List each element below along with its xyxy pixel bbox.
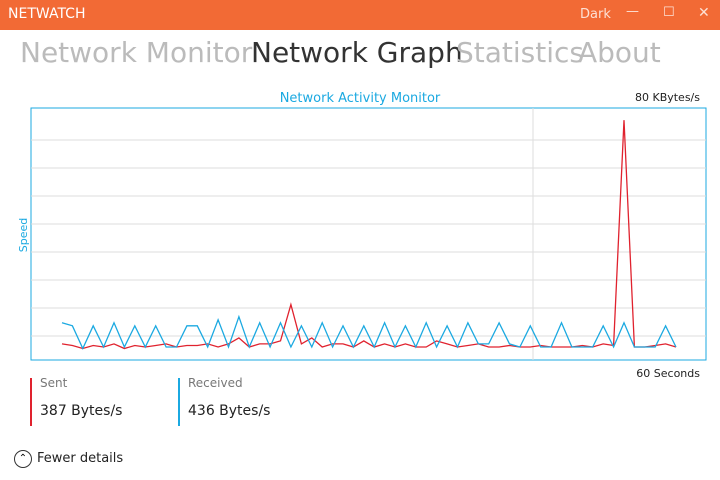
plot-frame [30,107,707,361]
app-title: NETWATCH [8,6,86,22]
series-line [61,120,677,350]
legend-label: Received [188,376,243,390]
min-button[interactable]: — [626,4,639,19]
chart-title: Network Activity Monitor [280,91,441,106]
y-max-label: 80 KBytes/s [635,91,700,104]
theme-button[interactable]: Dark [580,7,611,22]
legend-value: 387 Bytes/s [40,403,123,419]
series-line [61,314,677,351]
close-button[interactable]: ✕ [698,5,710,21]
tab[interactable]: Network Monitor [20,36,253,69]
tab[interactable]: About [578,36,661,69]
y-label: Speed [17,218,30,252]
x-max-label: 60 Seconds [636,367,700,380]
toggle-icon[interactable]: ⌃ [14,450,32,468]
max-button[interactable]: ☐ [663,5,675,20]
legend-swatch [178,378,180,426]
chart: Network Activity Monitor 80 KBytes/s 60 … [17,91,707,380]
tab-active[interactable]: Network Graph [251,36,463,69]
legend-swatch [30,378,32,426]
toggle-details[interactable]: Fewer details [37,451,124,466]
legend-value: 436 Bytes/s [188,403,271,419]
title-bar [0,0,720,30]
legend-label: Sent [40,376,68,390]
tab[interactable]: Statistics [456,36,584,69]
